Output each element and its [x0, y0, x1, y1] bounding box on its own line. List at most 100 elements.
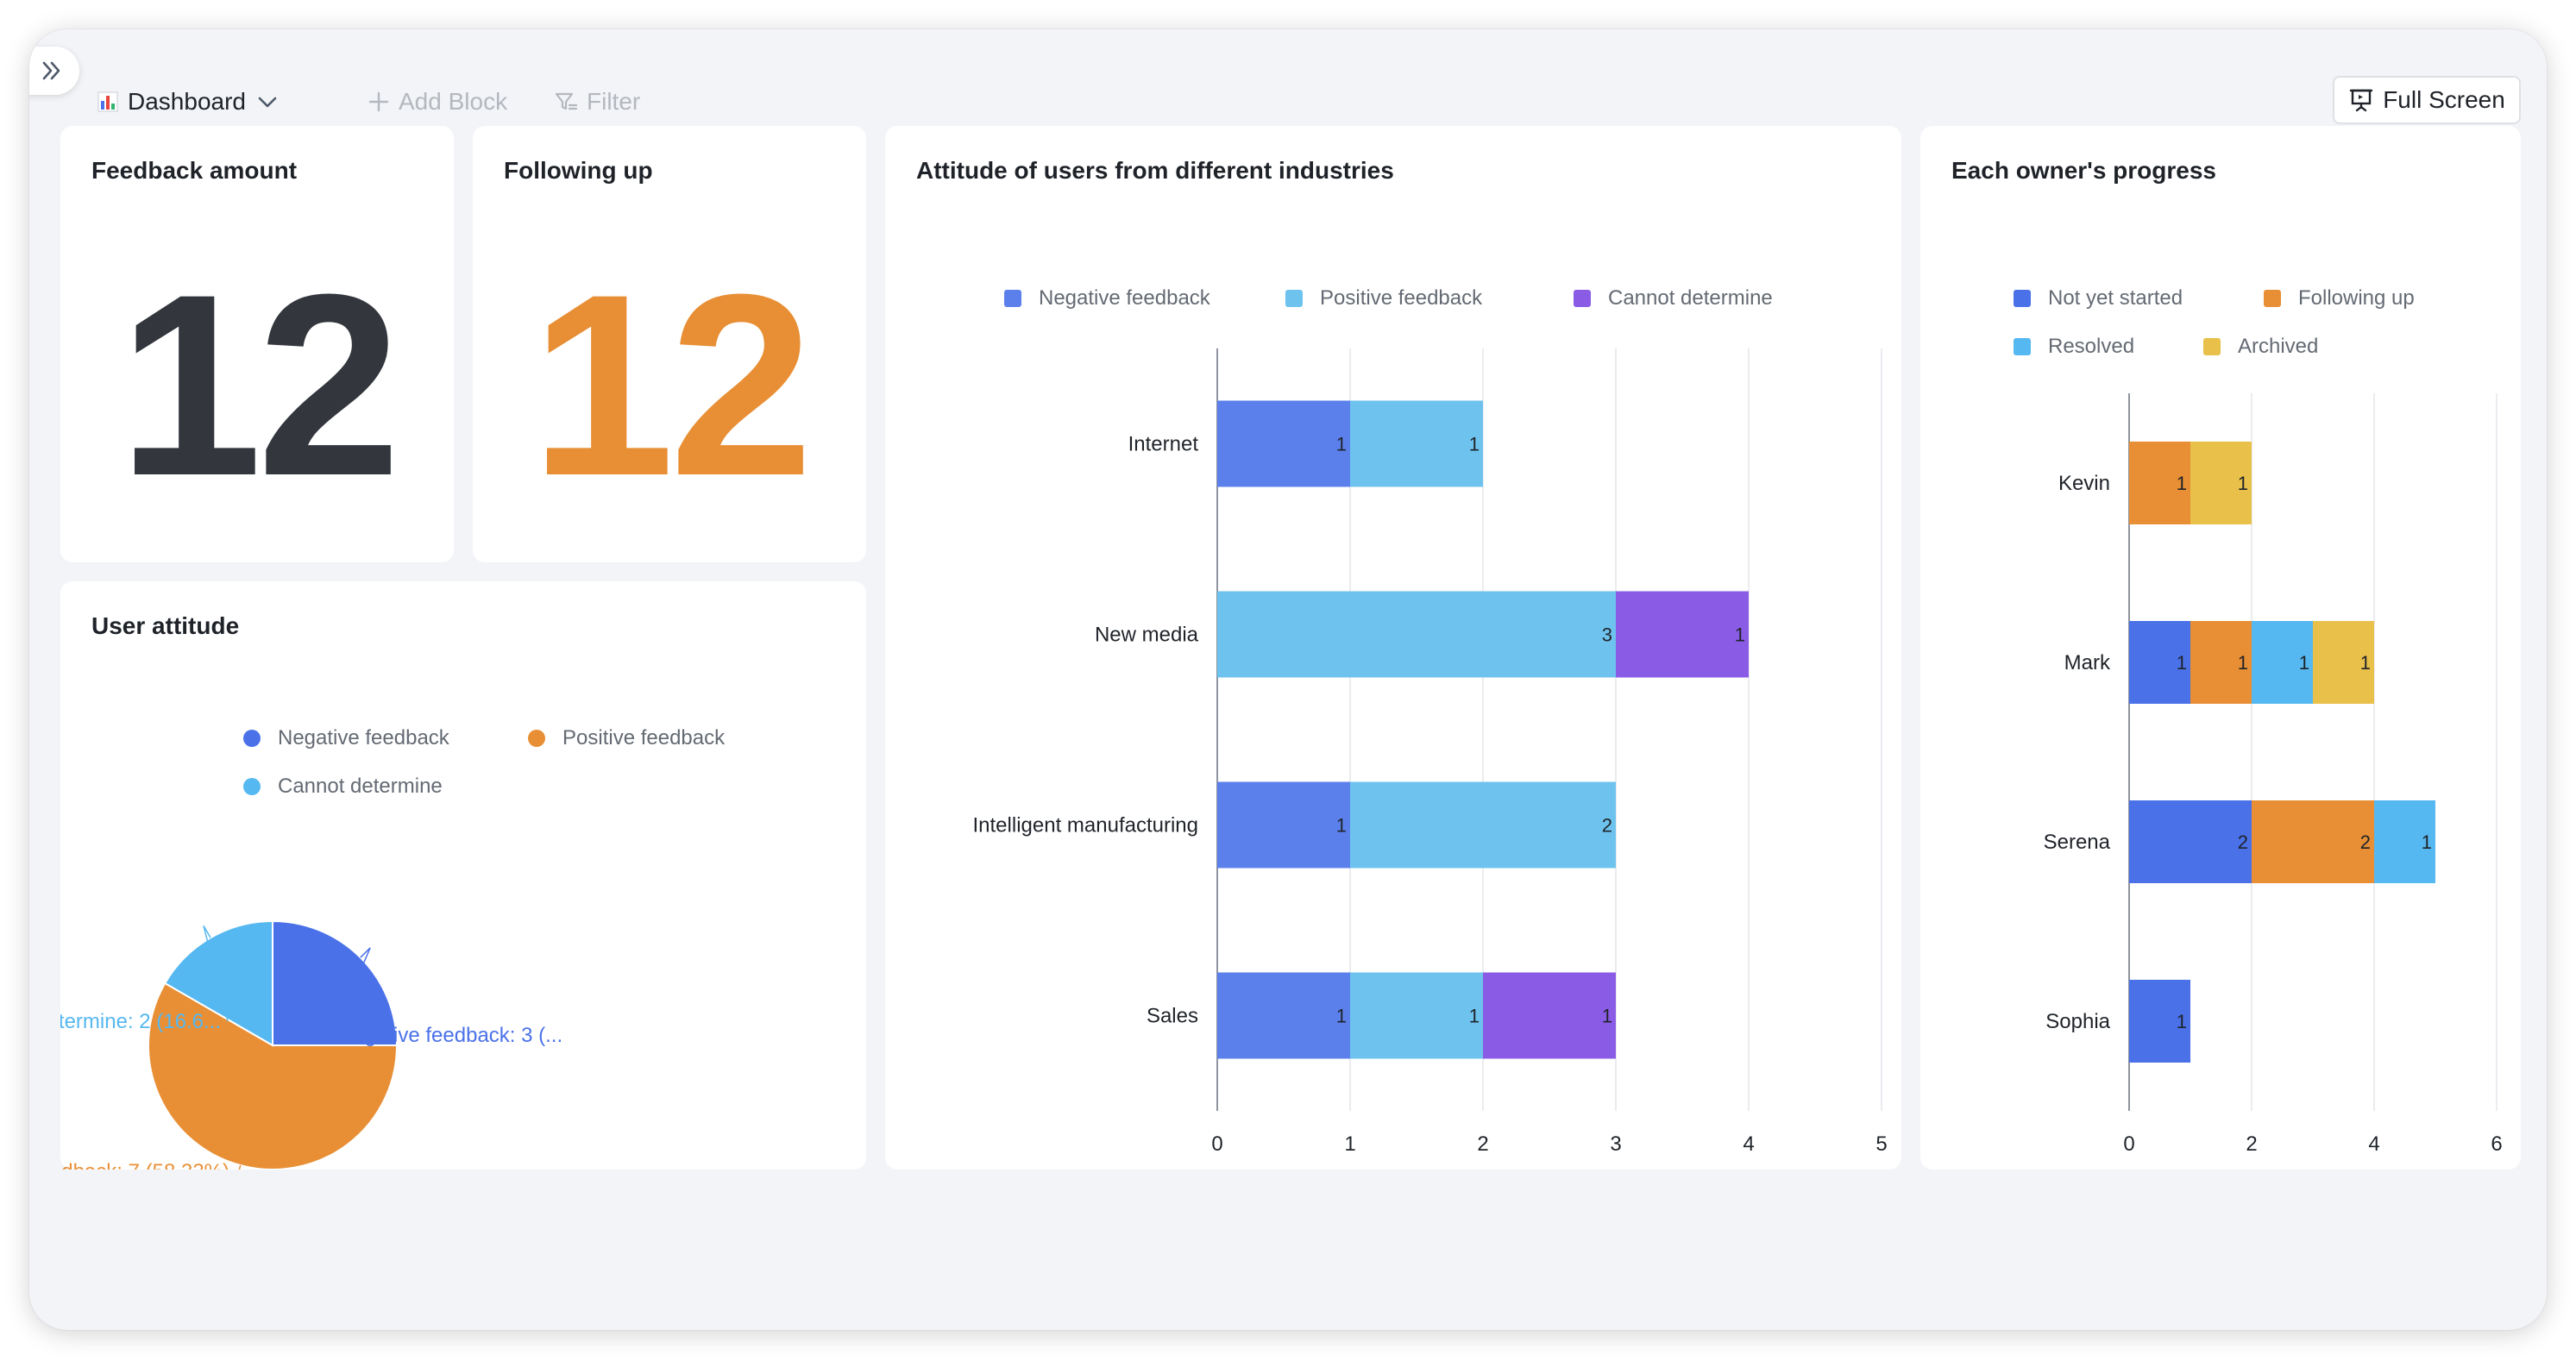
- y-category-label: New media: [1095, 624, 1199, 647]
- dashboard-selector[interactable]: Dashboard: [97, 83, 280, 121]
- pie-slice-label: Negative feedback: 3 (...: [338, 1024, 562, 1047]
- bar-kevin-archived[interactable]: [2190, 442, 2252, 524]
- legend-label: Negative feedback: [1039, 286, 1210, 310]
- bar-value-label: 1: [1336, 815, 1347, 837]
- x-tick-label: 1: [1344, 1132, 1355, 1156]
- bar-value-label: 2: [2238, 831, 2248, 853]
- full-screen-button[interactable]: Full Screen: [2333, 76, 2521, 124]
- legend-swatch: [2014, 338, 2031, 355]
- bar-intelligent-manufacturing-positive-feedback[interactable]: [1350, 781, 1616, 869]
- pie-slice-negative-feedback[interactable]: [272, 919, 399, 1046]
- legend-swatch: [243, 730, 261, 747]
- bar-value-label: 1: [1735, 624, 1745, 646]
- pie-leader-line: [203, 925, 229, 1022]
- x-tick-label: 3: [1610, 1132, 1621, 1156]
- owners-title: Each owner's progress: [1951, 157, 2216, 184]
- x-tick-label: 5: [1875, 1132, 1887, 1156]
- owners-bar-chart: 0 2 4 6 Kevin 1 1 Mark 1 1 1 1 Serena 2 2 1 Sophia 1: [2044, 393, 2503, 1156]
- legend-item-positive-feedback[interactable]: Positive feedback: [1285, 286, 1517, 310]
- bar-serena-following-up[interactable]: [2252, 800, 2374, 883]
- industries-title: Attitude of users from different industr…: [916, 157, 1394, 184]
- legend-item-positive-feedback[interactable]: Positive feedback: [528, 726, 752, 750]
- bar-internet-positive-feedback[interactable]: [1350, 400, 1483, 487]
- bar-mark-archived[interactable]: [2313, 621, 2374, 704]
- filter-label: Filter: [587, 88, 641, 115]
- bar-sales-cannot-determine[interactable]: [1483, 972, 1616, 1059]
- legend-item-cannot-determine[interactable]: Cannot determine: [243, 775, 588, 799]
- following-up-value: 12: [531, 240, 814, 530]
- filter-button[interactable]: Filter: [554, 83, 640, 121]
- legend-item-resolved[interactable]: Resolved: [2014, 335, 2203, 359]
- bar-value-label: 1: [1336, 434, 1347, 455]
- user-attitude-card[interactable]: User attitude Negative feedback Positive …: [60, 581, 866, 1170]
- bar-value-label: 1: [2422, 831, 2432, 853]
- bar-sales-positive-feedback[interactable]: [1350, 972, 1483, 1059]
- legend-label: Positive feedback: [1320, 286, 1483, 310]
- x-tick-label: 2: [2246, 1132, 2257, 1156]
- bar-internet-negative-feedback[interactable]: [1217, 400, 1350, 487]
- x-tick-label: 2: [1477, 1132, 1488, 1156]
- bar-value-label: 1: [2360, 652, 2371, 674]
- legend-label: Positive feedback: [562, 726, 726, 749]
- x-tick-label: 4: [2368, 1132, 2379, 1156]
- y-category-label: Sophia: [2045, 1010, 2110, 1033]
- legend-item-negative-feedback[interactable]: Negative feedback: [243, 726, 480, 750]
- dashboard-window: Dashboard Add Block Filter Full Screen F…: [29, 29, 2547, 1330]
- following-up-card[interactable]: Following up 12: [473, 126, 866, 562]
- expand-sidebar-button[interactable]: [29, 47, 79, 95]
- legend-item-cannot-determine[interactable]: Cannot determine: [1574, 286, 1832, 310]
- legend-label: Resolved: [2048, 335, 2135, 358]
- bar-new-media-cannot-determine[interactable]: [1616, 591, 1749, 678]
- bar-serena-not-yet-started[interactable]: [2129, 800, 2252, 883]
- x-tick-label: 0: [2123, 1132, 2134, 1156]
- bar-value-label: 1: [2238, 473, 2248, 494]
- bar-sophia-not-yet-started[interactable]: [2129, 980, 2190, 1063]
- filter-icon: [555, 92, 578, 110]
- legend-swatch: [1285, 290, 1303, 307]
- x-tick-label: 0: [1211, 1132, 1222, 1156]
- industries-bar-chart: 0 1 2 3 4 5 Internet 1 1 New media 3 1 Intelligent m…: [973, 348, 1888, 1156]
- bar-new-media-positive-feedback[interactable]: [1217, 591, 1616, 678]
- y-category-label: Mark: [2064, 651, 2111, 674]
- bar-value-label: 2: [2360, 831, 2371, 853]
- x-tick-label: 4: [1743, 1132, 1754, 1156]
- legend-swatch: [2264, 290, 2281, 307]
- owners-card[interactable]: Each owner's progress Not yet started Fol…: [1920, 126, 2521, 1170]
- owners-legend: Not yet started Following up Resolved Archi…: [2014, 286, 2479, 359]
- legend-item-not-yet-started[interactable]: Not yet started: [2014, 286, 2264, 310]
- y-category-label: Serena: [2044, 831, 2111, 854]
- bar-mark-resolved[interactable]: [2252, 621, 2313, 704]
- bar-intelligent-manufacturing-negative-feedback[interactable]: [1217, 781, 1350, 869]
- legend-label: Cannot determine: [1608, 286, 1773, 310]
- industries-legend: Negative feedback Positive feedback Cannot…: [1004, 286, 1867, 310]
- double-chevron-right-icon: [42, 61, 60, 80]
- legend-item-following-up[interactable]: Following up: [2264, 286, 2436, 310]
- legend-item-negative-feedback[interactable]: Negative feedback: [1004, 286, 1228, 310]
- bar-kevin-following-up[interactable]: [2129, 442, 2190, 524]
- pie-slice-label: Cannot determine: 2 (16.6...: [60, 1010, 221, 1033]
- y-category-label: Sales: [1147, 1005, 1198, 1028]
- feedback-amount-title: Feedback amount: [91, 157, 298, 184]
- legend-swatch: [1574, 290, 1591, 307]
- pie-slice-positive-feedback[interactable]: [148, 982, 399, 1170]
- legend-swatch: [1004, 290, 1021, 307]
- bar-mark-not-yet-started[interactable]: [2129, 621, 2190, 704]
- legend-swatch: [243, 778, 261, 795]
- legend-label: Archived: [2238, 335, 2319, 358]
- pie-slice-label: Positive feedback: 7 (58.33%): [60, 1160, 229, 1170]
- legend-label: Following up: [2298, 286, 2415, 310]
- y-category-label: Intelligent manufacturing: [973, 814, 1199, 837]
- pie-leader-line: [238, 1164, 242, 1170]
- add-block-button[interactable]: Add Block: [368, 83, 507, 121]
- bar-serena-resolved[interactable]: [2374, 800, 2435, 883]
- feedback-amount-card[interactable]: Feedback amount 12: [60, 126, 454, 562]
- bar-value-label: 1: [1336, 1006, 1347, 1027]
- bar-value-label: 1: [2177, 473, 2187, 494]
- bar-sales-negative-feedback[interactable]: [1217, 972, 1350, 1059]
- bar-mark-following-up[interactable]: [2190, 621, 2252, 704]
- user-attitude-legend: Negative feedback Positive feedback Cannot…: [243, 726, 795, 799]
- bar-value-label: 1: [1469, 434, 1480, 455]
- industries-card[interactable]: Attitude of users from different industr…: [885, 126, 1901, 1170]
- bar-value-label: 1: [2299, 652, 2309, 674]
- legend-item-archived[interactable]: Archived: [2203, 335, 2376, 359]
